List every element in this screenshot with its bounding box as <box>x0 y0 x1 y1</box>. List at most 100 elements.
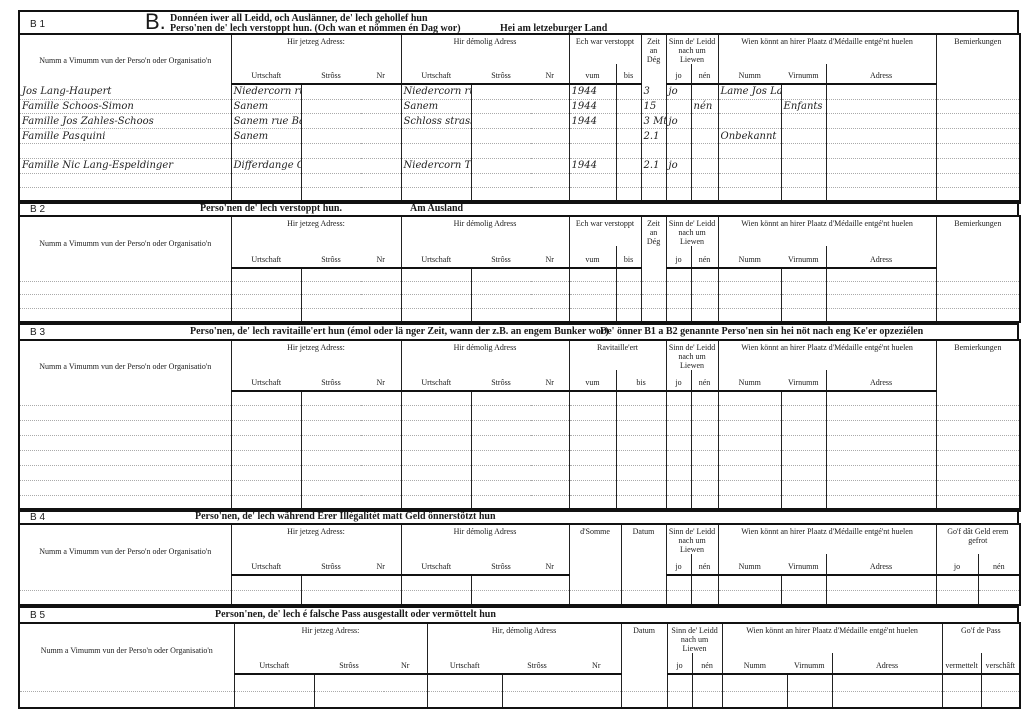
cell-d-str[interactable] <box>471 173 532 189</box>
cell-jo[interactable] <box>665 173 692 189</box>
cell-name[interactable]: Famille Nic Lang-Espeldinger <box>18 158 232 174</box>
cell-j-nr[interactable] <box>384 691 428 709</box>
cell-d-str[interactable] <box>471 84 532 100</box>
cell-bem[interactable] <box>935 495 1021 512</box>
cell-m-adr[interactable] <box>825 187 937 204</box>
cell-d-nr[interactable] <box>531 84 570 100</box>
cell-p-verm[interactable] <box>941 674 982 692</box>
cell-j-str[interactable] <box>301 128 361 144</box>
cell-j-nr[interactable] <box>361 450 402 467</box>
cell-j-ort[interactable] <box>230 450 302 467</box>
cell-d-ort[interactable]: Schloss strasse <box>400 113 472 130</box>
cell-nen[interactable] <box>690 128 719 144</box>
cell-datum[interactable] <box>620 674 668 692</box>
cell-zeit[interactable] <box>640 294 667 310</box>
cell-bis[interactable] <box>615 435 667 452</box>
cell-nen[interactable] <box>690 158 719 174</box>
cell-d-str[interactable] <box>471 590 532 606</box>
cell-j-ort[interactable] <box>233 691 315 709</box>
cell-name[interactable]: Famille Jos Zahles-Schoos <box>18 113 232 130</box>
cell-name[interactable] <box>18 294 232 310</box>
cell-m-numm[interactable] <box>717 495 782 512</box>
cell-j-nr[interactable] <box>361 590 402 606</box>
cell-vum[interactable] <box>568 405 617 422</box>
cell-bem[interactable] <box>935 99 1021 115</box>
cell-d-nr[interactable] <box>572 691 622 709</box>
cell-d-ort[interactable] <box>400 495 472 512</box>
cell-j-str[interactable] <box>301 113 361 130</box>
cell-jo[interactable] <box>665 480 692 497</box>
cell-m-vir[interactable] <box>781 143 827 159</box>
cell-bis[interactable] <box>615 450 667 467</box>
cell-d-str[interactable] <box>471 435 532 452</box>
cell-nen[interactable] <box>690 187 719 204</box>
cell-name[interactable]: Jos Lang-Haupert <box>18 84 232 100</box>
cell-m-numm[interactable] <box>717 450 782 467</box>
cell-j-ort[interactable] <box>230 281 302 296</box>
cell-m-vir[interactable] <box>781 495 827 512</box>
cell-j-nr[interactable] <box>361 99 402 115</box>
cell-nen[interactable] <box>690 420 719 437</box>
cell-m-vir[interactable] <box>781 158 827 174</box>
cell-m-numm[interactable]: Onbekannt <box>717 128 782 144</box>
cell-m-numm[interactable] <box>717 420 782 437</box>
cell-g-jo[interactable] <box>935 575 979 591</box>
cell-bem[interactable] <box>935 187 1021 204</box>
cell-name[interactable] <box>18 390 232 407</box>
cell-j-ort[interactable] <box>230 590 302 606</box>
cell-d-nr[interactable] <box>531 575 570 591</box>
cell-m-numm[interactable]: Lame Jos Lang-Haupert <box>717 84 782 100</box>
cell-d-str[interactable] <box>471 143 532 159</box>
cell-name[interactable] <box>18 465 232 482</box>
cell-j-ort[interactable]: Differdange Grand-rue <box>230 158 302 174</box>
cell-m-adr[interactable] <box>825 405 937 422</box>
cell-nen[interactable] <box>690 480 719 497</box>
cell-d-str[interactable] <box>471 308 532 323</box>
cell-d-str[interactable] <box>471 480 532 497</box>
cell-jo[interactable] <box>665 420 692 437</box>
cell-jo[interactable] <box>665 405 692 422</box>
cell-name[interactable] <box>18 450 232 467</box>
cell-bis[interactable] <box>615 99 642 115</box>
cell-vum[interactable] <box>568 465 617 482</box>
cell-m-numm[interactable] <box>717 99 782 115</box>
cell-m-vir[interactable] <box>781 187 827 204</box>
cell-m-numm[interactable] <box>717 158 782 174</box>
cell-j-nr[interactable] <box>361 173 402 189</box>
cell-d-ort[interactable] <box>400 267 472 282</box>
cell-name[interactable] <box>18 405 232 422</box>
cell-m-adr[interactable] <box>825 420 937 437</box>
cell-m-numm[interactable] <box>717 590 782 606</box>
cell-p-versch[interactable] <box>980 691 1021 709</box>
cell-j-ort[interactable] <box>230 420 302 437</box>
cell-d-str[interactable] <box>471 158 532 174</box>
cell-jo[interactable] <box>665 99 692 115</box>
cell-nen[interactable] <box>691 674 723 692</box>
cell-j-str[interactable] <box>301 308 361 323</box>
cell-d-ort[interactable] <box>400 294 472 310</box>
cell-name[interactable] <box>18 480 232 497</box>
cell-bis[interactable] <box>615 281 642 296</box>
cell-zeit[interactable]: 3 <box>640 84 667 100</box>
cell-m-adr[interactable] <box>825 84 937 100</box>
cell-m-numm[interactable] <box>717 390 782 407</box>
cell-vum[interactable] <box>568 390 617 407</box>
cell-d-ort[interactable] <box>400 420 472 437</box>
cell-j-nr[interactable] <box>361 187 402 204</box>
cell-nen[interactable] <box>691 691 723 709</box>
cell-d-str[interactable] <box>471 495 532 512</box>
cell-d-ort[interactable] <box>400 390 472 407</box>
cell-bis[interactable] <box>615 173 642 189</box>
cell-j-str[interactable] <box>301 450 361 467</box>
cell-bem[interactable] <box>935 113 1021 130</box>
cell-d-str[interactable] <box>471 390 532 407</box>
cell-j-ort[interactable] <box>230 575 302 591</box>
cell-zeit[interactable]: 2.1 <box>640 128 667 144</box>
cell-j-nr[interactable] <box>361 308 402 323</box>
cell-j-nr[interactable] <box>361 465 402 482</box>
cell-d-ort[interactable] <box>400 405 472 422</box>
cell-j-str[interactable] <box>301 405 361 422</box>
cell-d-ort[interactable] <box>400 173 472 189</box>
cell-m-numm[interactable] <box>721 674 788 692</box>
cell-datum[interactable] <box>620 590 667 606</box>
